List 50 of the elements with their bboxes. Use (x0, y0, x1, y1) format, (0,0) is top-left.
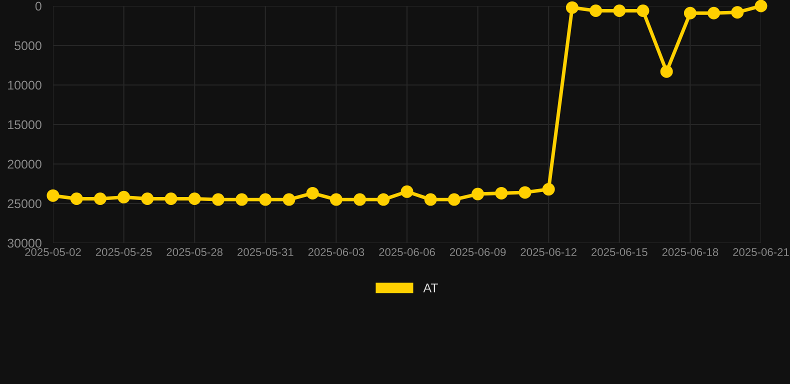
point (542, 183, 555, 196)
point (306, 186, 319, 200)
point (330, 193, 342, 206)
point (70, 192, 83, 206)
point (590, 4, 602, 17)
point (46, 189, 60, 202)
x-tick-label: 2025-05-31 (238, 248, 294, 256)
y-tick-label: 0 (35, 2, 42, 11)
point (566, 1, 578, 14)
point (259, 193, 272, 206)
point (472, 188, 484, 200)
x-tick-label: 2025-06-15 (592, 248, 648, 256)
y-tick-label: 5000 (14, 41, 42, 50)
point (377, 193, 390, 206)
point (754, 0, 768, 12)
point (188, 192, 201, 206)
point (636, 4, 650, 17)
x-tick-label: 2025-06-18 (662, 248, 718, 256)
x-tick-label: 2025-06-12 (520, 248, 576, 256)
point (731, 6, 744, 19)
point (354, 193, 366, 206)
point (118, 190, 130, 204)
x-tick-label: 2025-06-21 (733, 248, 789, 256)
point (448, 193, 460, 206)
point (518, 186, 532, 199)
x-tick-label: 2025-05-02 (25, 248, 81, 256)
x-tick-label: 2025-05-25 (96, 248, 152, 256)
point (94, 192, 106, 206)
point (684, 6, 696, 20)
x-tick-label: 2025-05-28 (166, 248, 223, 256)
x-tick-label: 2025-06-03 (308, 248, 364, 256)
y-tick-label: 15000 (8, 120, 42, 130)
point (236, 193, 248, 206)
y-tick-label: 20000 (8, 160, 42, 169)
y-tick-label: 25000 (8, 199, 42, 208)
point (282, 193, 296, 206)
point (660, 65, 673, 78)
legend-label: AT (423, 284, 438, 292)
x-tick-label: 2025-06-09 (450, 248, 506, 256)
x-tick-label: 2025-06-06 (379, 248, 435, 256)
point (424, 193, 437, 206)
point (495, 186, 508, 200)
point (708, 6, 720, 20)
point (164, 192, 178, 206)
point (613, 4, 626, 17)
y-tick-label: 30000 (8, 238, 42, 248)
point (400, 185, 414, 198)
y-tick-label: 10000 (8, 80, 42, 90)
point (212, 193, 224, 206)
point (141, 192, 154, 206)
